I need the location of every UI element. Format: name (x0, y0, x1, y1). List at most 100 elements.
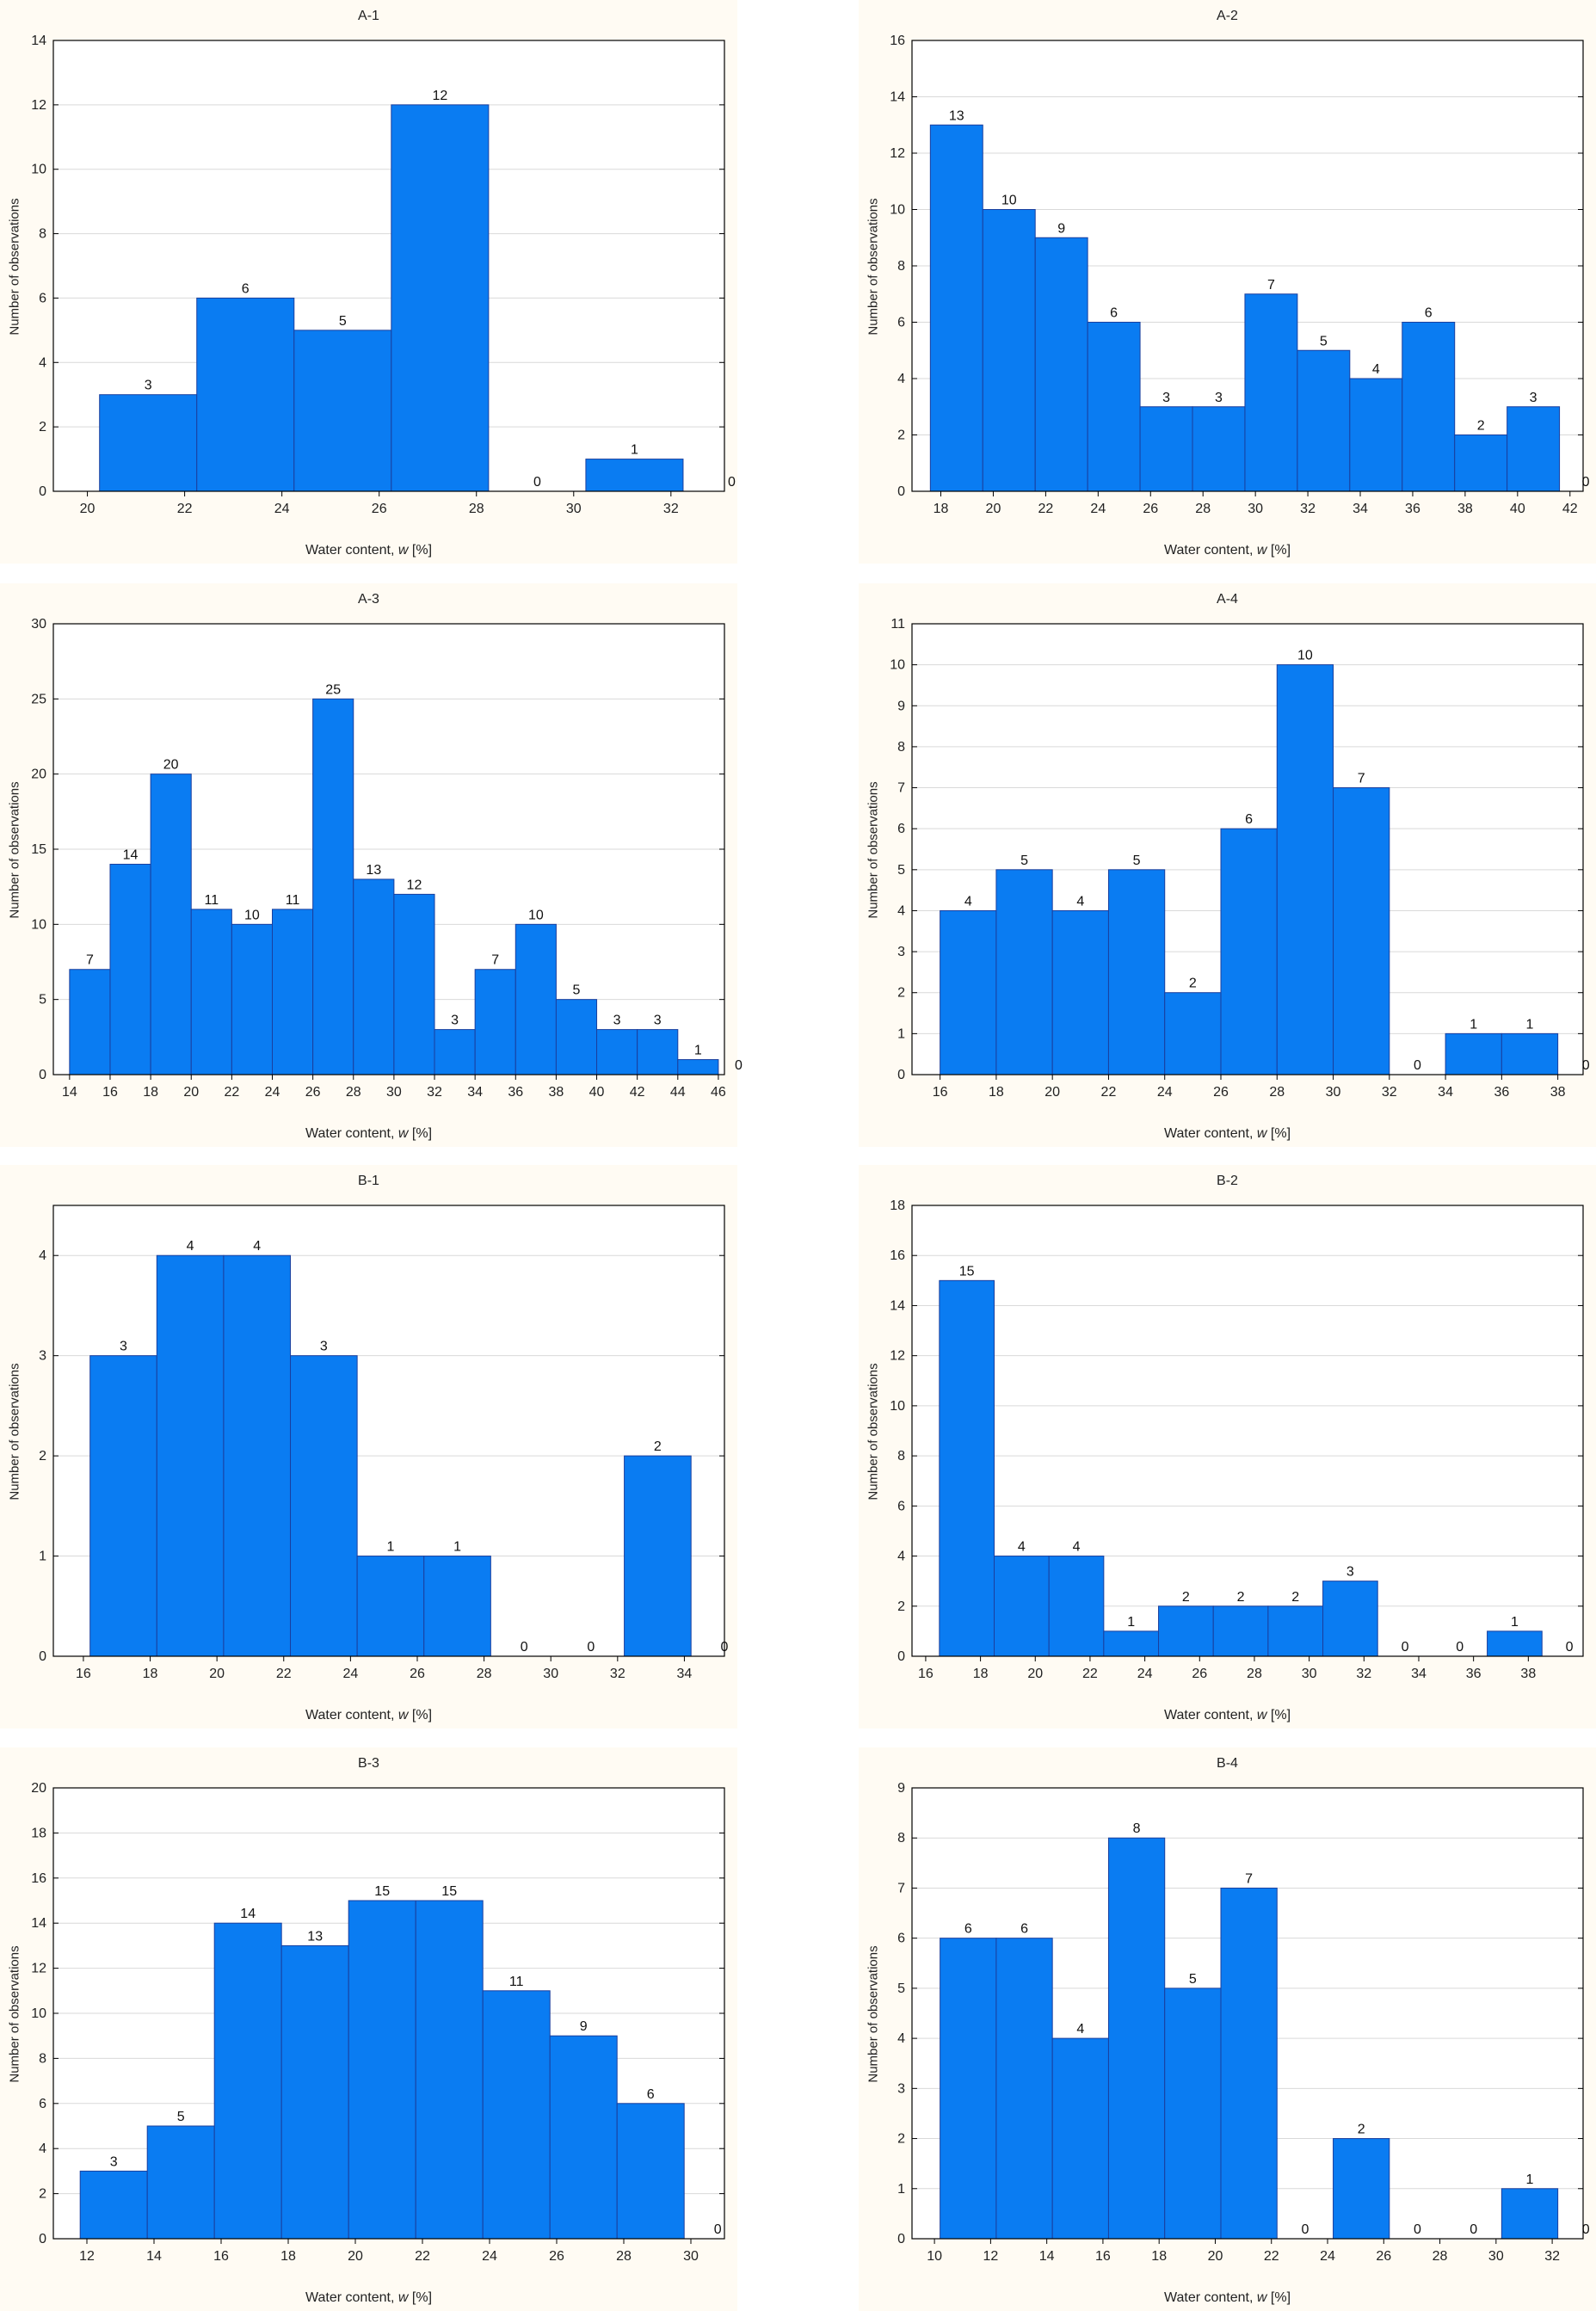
histogram-bar (1048, 1556, 1105, 1657)
y-tick-label: 12 (890, 146, 905, 161)
plot-frame (52, 1205, 725, 1657)
x-tick-label: 22 (1264, 2249, 1279, 2264)
y-tick-label: 0 (897, 2232, 905, 2246)
histogram-bar (1487, 1630, 1543, 1657)
bar-value-label: 0 (533, 475, 541, 490)
y-tick-label: 10 (31, 917, 46, 932)
y-tick-label: 4 (39, 1248, 46, 1263)
x-tick-label: 20 (209, 1667, 225, 1681)
x-tick-label: 20 (1044, 1085, 1060, 1100)
histogram-bar (940, 909, 997, 1075)
bar-value-label: 4 (1372, 362, 1380, 377)
x-tick-label: 30 (1302, 1667, 1317, 1681)
histogram-bar (1220, 1887, 1278, 2240)
bar-value-label: 7 (1358, 772, 1365, 786)
bar-value-label: 3 (145, 379, 152, 393)
histogram-bar (677, 1059, 719, 1075)
bar-value-label: 0 (1582, 2222, 1590, 2237)
histogram-bar (995, 869, 1053, 1075)
bar-value-label: 0 (1301, 2222, 1309, 2237)
x-tick-label: 16 (76, 1667, 91, 1681)
histogram-bar (1051, 909, 1109, 1075)
histogram-bar (1212, 1605, 1269, 1657)
x-tick-label: 12 (983, 2249, 998, 2264)
x-tick-label: 36 (1405, 502, 1420, 516)
bar-value-label: 15 (441, 1884, 457, 1899)
y-tick-label: 25 (31, 692, 46, 706)
histogram-bar (549, 2035, 618, 2240)
y-tick-label: 4 (897, 372, 905, 386)
x-tick-label: 40 (589, 1085, 605, 1100)
histogram-bar (1244, 293, 1298, 492)
histogram-bar (940, 1938, 997, 2240)
bar-value-label: 5 (1320, 334, 1328, 348)
plot-frame (911, 40, 1584, 492)
histogram-bar (939, 1279, 995, 1657)
x-tick-label: 32 (1356, 1667, 1371, 1681)
x-tick-label: 32 (427, 1085, 442, 1100)
bar-value-label: 5 (177, 2110, 185, 2124)
x-tick-label: 16 (213, 2249, 229, 2264)
x-tick-label: 22 (224, 1085, 239, 1100)
x-tick-label: 42 (630, 1085, 645, 1100)
x-tick-label: 24 (342, 1667, 358, 1681)
bar-value-label: 2 (1291, 1590, 1299, 1605)
x-axis-label: Water content, w [%] (859, 1126, 1596, 1142)
bar-value-label: 2 (1358, 2123, 1365, 2137)
x-tick-label: 36 (508, 1085, 523, 1100)
histogram-bar (1445, 1032, 1502, 1075)
x-axis-label-variable: w (397, 1126, 409, 1141)
x-axis-label-variable: w (1256, 1708, 1267, 1722)
x-tick-label: 22 (415, 2249, 430, 2264)
x-tick-label: 36 (1494, 1085, 1509, 1100)
bar-value-label: 3 (451, 1014, 459, 1028)
bar-value-label: 7 (1245, 1871, 1253, 1886)
bar-value-label: 0 (728, 475, 736, 490)
y-tick-label: 2 (897, 428, 905, 443)
y-tick-label: 2 (39, 1449, 46, 1464)
x-tick-label: 18 (280, 2249, 296, 2264)
x-tick-label: 22 (177, 502, 193, 516)
chart-title: A-1 (358, 9, 379, 23)
histogram-bar (1103, 1630, 1160, 1657)
bar-value-label: 3 (320, 1340, 328, 1354)
bar-value-label: 13 (949, 108, 964, 123)
x-tick-label: 18 (143, 1667, 158, 1681)
y-tick-label: 14 (31, 34, 46, 48)
chart-panel: B-1 Number of observations Water content, … (0, 1165, 737, 1729)
histogram-bar (1333, 787, 1390, 1075)
x-tick-label: 24 (482, 2249, 497, 2264)
x-tick-label: 38 (1550, 1085, 1566, 1100)
bar-value-label: 10 (528, 908, 544, 922)
histogram-bar (1500, 2188, 1559, 2240)
bar-value-label: 4 (187, 1239, 194, 1254)
y-tick-label: 20 (31, 1781, 46, 1796)
x-tick-label: 34 (1353, 502, 1368, 516)
y-tick-label: 8 (39, 227, 46, 242)
histogram-bar (1164, 1987, 1222, 2240)
bar-value-label: 0 (1414, 1058, 1421, 1073)
x-axis-label-unit: [%] (1266, 543, 1291, 558)
bar-value-label: 6 (647, 2087, 655, 2102)
y-tick-label: 0 (39, 1068, 46, 1082)
bar-value-label: 1 (694, 1044, 702, 1058)
x-tick-label: 28 (469, 502, 484, 516)
histogram-bar (1454, 434, 1508, 492)
histogram-bar (393, 893, 435, 1075)
bar-value-label: 14 (123, 847, 139, 862)
x-tick-label: 34 (1438, 1085, 1453, 1100)
bar-value-label: 4 (1018, 1540, 1026, 1555)
bar-value-label: 1 (386, 1540, 394, 1555)
histogram-bar (213, 1922, 282, 2240)
y-tick-label: 9 (897, 699, 905, 713)
y-tick-label: 1 (39, 1550, 46, 1564)
x-axis-label-variable: w (1256, 1126, 1267, 1141)
x-tick-label: 28 (1433, 2249, 1448, 2264)
bar-value-label: 1 (1127, 1615, 1135, 1630)
y-tick-label: 1 (897, 2182, 905, 2197)
x-tick-label: 36 (1466, 1667, 1482, 1681)
